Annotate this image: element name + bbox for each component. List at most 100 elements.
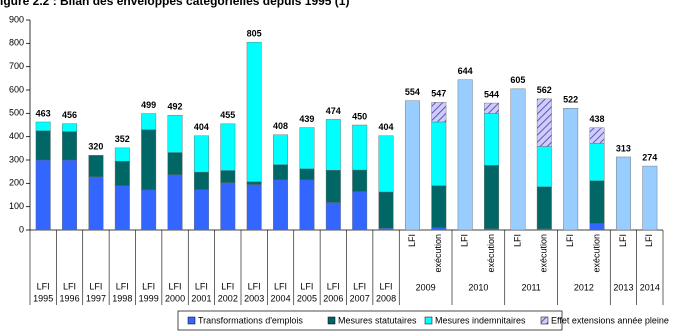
bar-segment <box>378 135 394 193</box>
value-label: 474 <box>326 106 341 116</box>
bar-segment <box>484 113 500 166</box>
y-tick-label: 200 <box>9 178 24 188</box>
group-label: 2013 <box>613 282 633 292</box>
x-tick-label: LFI <box>327 281 340 291</box>
x-tick-label: exécution <box>591 234 601 273</box>
x-tick-label: LFI <box>221 281 234 291</box>
legend-swatch <box>540 316 549 325</box>
bar-segment <box>141 129 157 191</box>
bar-segment <box>141 189 157 231</box>
x-tick-label: LFI <box>380 281 393 291</box>
bar-segment <box>193 135 209 173</box>
group-label: 2002 <box>218 293 238 303</box>
bar-segment <box>589 127 605 144</box>
group-label: 1995 <box>33 293 53 303</box>
x-tick-label: LFI <box>142 281 155 291</box>
bar-segment <box>114 147 130 162</box>
group-label: 2000 <box>165 293 185 303</box>
group-label: 2001 <box>191 293 211 303</box>
bar <box>615 156 631 231</box>
bar-segment <box>273 164 289 181</box>
group-label: 2012 <box>574 282 594 292</box>
value-label: 499 <box>141 100 156 110</box>
bar-segment <box>273 179 289 231</box>
bar-segment <box>62 131 78 161</box>
bar-segment <box>114 160 130 186</box>
legend-label: Mesures statutaires <box>338 315 417 325</box>
value-label: 456 <box>62 110 77 120</box>
x-tick-label: LFI <box>63 281 76 291</box>
bar-segment <box>299 168 315 181</box>
group-label: 2005 <box>297 293 317 303</box>
bar-segment <box>536 146 552 188</box>
x-tick-label: exécution <box>539 234 549 273</box>
bar-segment <box>325 119 341 171</box>
legend-box <box>177 310 563 331</box>
x-tick-label: LFI <box>565 234 575 247</box>
bar-segment <box>352 169 368 192</box>
value-label: 450 <box>352 111 367 121</box>
bar <box>457 79 473 231</box>
x-tick-label: LFI <box>460 234 470 247</box>
bar-segment <box>431 185 447 228</box>
bar-segment <box>246 181 262 185</box>
legend-label: Effet extensions année pleine <box>551 315 669 325</box>
bar-segment <box>35 130 51 161</box>
x-tick-label: LFI <box>353 281 366 291</box>
bar-segment <box>193 171 209 190</box>
bar-segment <box>431 227 447 231</box>
bar-segment <box>325 202 341 231</box>
legend-label: Transformations d'emplois <box>198 315 303 325</box>
y-tick-label: 400 <box>9 131 24 141</box>
chart-title: igure 2.2 : Bilan des enveloppes catégor… <box>0 0 349 8</box>
bar-segment <box>167 174 183 231</box>
bar-segment <box>484 165 500 230</box>
x-tick-label: LFI <box>195 281 208 291</box>
y-tick-label: 500 <box>9 108 24 118</box>
bar-segment <box>273 134 289 165</box>
value-label: 644 <box>458 66 473 76</box>
value-label: 544 <box>484 89 499 99</box>
bar-segment <box>35 121 51 132</box>
bar-segment <box>352 124 368 171</box>
group-label: 2009 <box>416 282 436 292</box>
x-tick-label: LFI <box>512 234 522 247</box>
value-label: 492 <box>168 102 183 112</box>
bar-segment <box>88 176 104 231</box>
x-tick-label: LFI <box>116 281 129 291</box>
value-label: 605 <box>510 75 525 85</box>
bar-segment <box>246 184 262 231</box>
value-label: 404 <box>379 122 394 132</box>
group-label: 1998 <box>112 293 132 303</box>
bar <box>404 100 420 231</box>
value-label: 554 <box>405 87 420 97</box>
bar-segment <box>62 159 78 231</box>
bar-segment <box>589 180 605 224</box>
x-tick-label: LFI <box>407 234 417 247</box>
bar <box>510 88 526 231</box>
y-tick-label: 300 <box>9 154 24 164</box>
bar-segment <box>378 191 394 229</box>
bar-segment <box>141 113 157 130</box>
value-label: 547 <box>431 89 446 99</box>
value-label: 522 <box>563 95 578 105</box>
value-label: 320 <box>88 142 103 152</box>
value-label: 439 <box>299 114 314 124</box>
x-tick-label: LFI <box>644 234 654 247</box>
value-label: 562 <box>537 85 552 95</box>
bar-segment <box>35 159 51 231</box>
bar-segment <box>299 127 315 170</box>
bar-segment <box>299 179 315 231</box>
y-tick-label: 100 <box>9 201 24 211</box>
y-tick-label: 0 <box>19 224 24 234</box>
legend-swatch <box>327 316 336 325</box>
group-label: 2007 <box>350 293 370 303</box>
bar-segment <box>220 170 236 183</box>
bar-segment <box>589 223 605 231</box>
y-tick-label: 900 <box>9 14 24 24</box>
x-tick-label: LFI <box>618 234 628 247</box>
value-label: 463 <box>36 108 51 118</box>
bar-segment <box>352 191 368 231</box>
bar-segment <box>220 182 236 231</box>
